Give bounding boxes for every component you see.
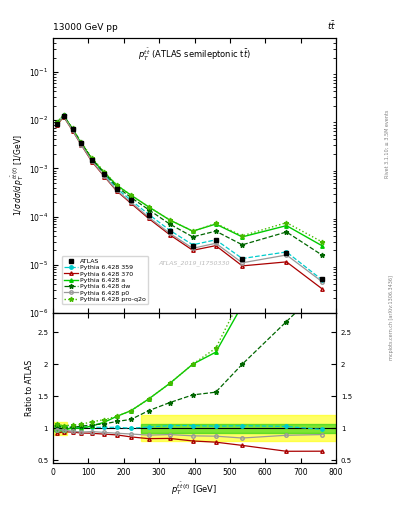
Text: $t\bar{t}$: $t\bar{t}$ [327,19,336,32]
Y-axis label: $1 / \sigma\, d\sigma / d\, p_T^{t\bar{t}\,(t)}$ [1/GeV]: $1 / \sigma\, d\sigma / d\, p_T^{t\bar{t… [9,135,26,217]
Text: $p_T^{t\bar{t}}$ (ATLAS semileptonic t$\bar{t}$): $p_T^{t\bar{t}}$ (ATLAS semileptonic t$\… [138,47,251,63]
Bar [53,422,67,435]
Text: ATLAS_2019_I1750330: ATLAS_2019_I1750330 [159,261,230,266]
Y-axis label: Ratio to ATLAS: Ratio to ATLAS [25,360,34,416]
Text: Rivet 3.1.10; ≥ 3.5M events: Rivet 3.1.10; ≥ 3.5M events [385,109,389,178]
Legend: ATLAS, Pythia 6.428 359, Pythia 6.428 370, Pythia 6.428 a, Pythia 6.428 dw, Pyth: ATLAS, Pythia 6.428 359, Pythia 6.428 37… [62,256,148,304]
Text: 13000 GeV pp: 13000 GeV pp [53,23,118,32]
Bar [141,424,336,433]
Bar [141,415,336,441]
X-axis label: $p_T^{t\bar{t}\,(t)}$ [GeV]: $p_T^{t\bar{t}\,(t)}$ [GeV] [171,480,218,497]
Text: mcplots.cern.ch [arXiv:1306.3436]: mcplots.cern.ch [arXiv:1306.3436] [389,275,393,360]
Bar [53,425,67,432]
